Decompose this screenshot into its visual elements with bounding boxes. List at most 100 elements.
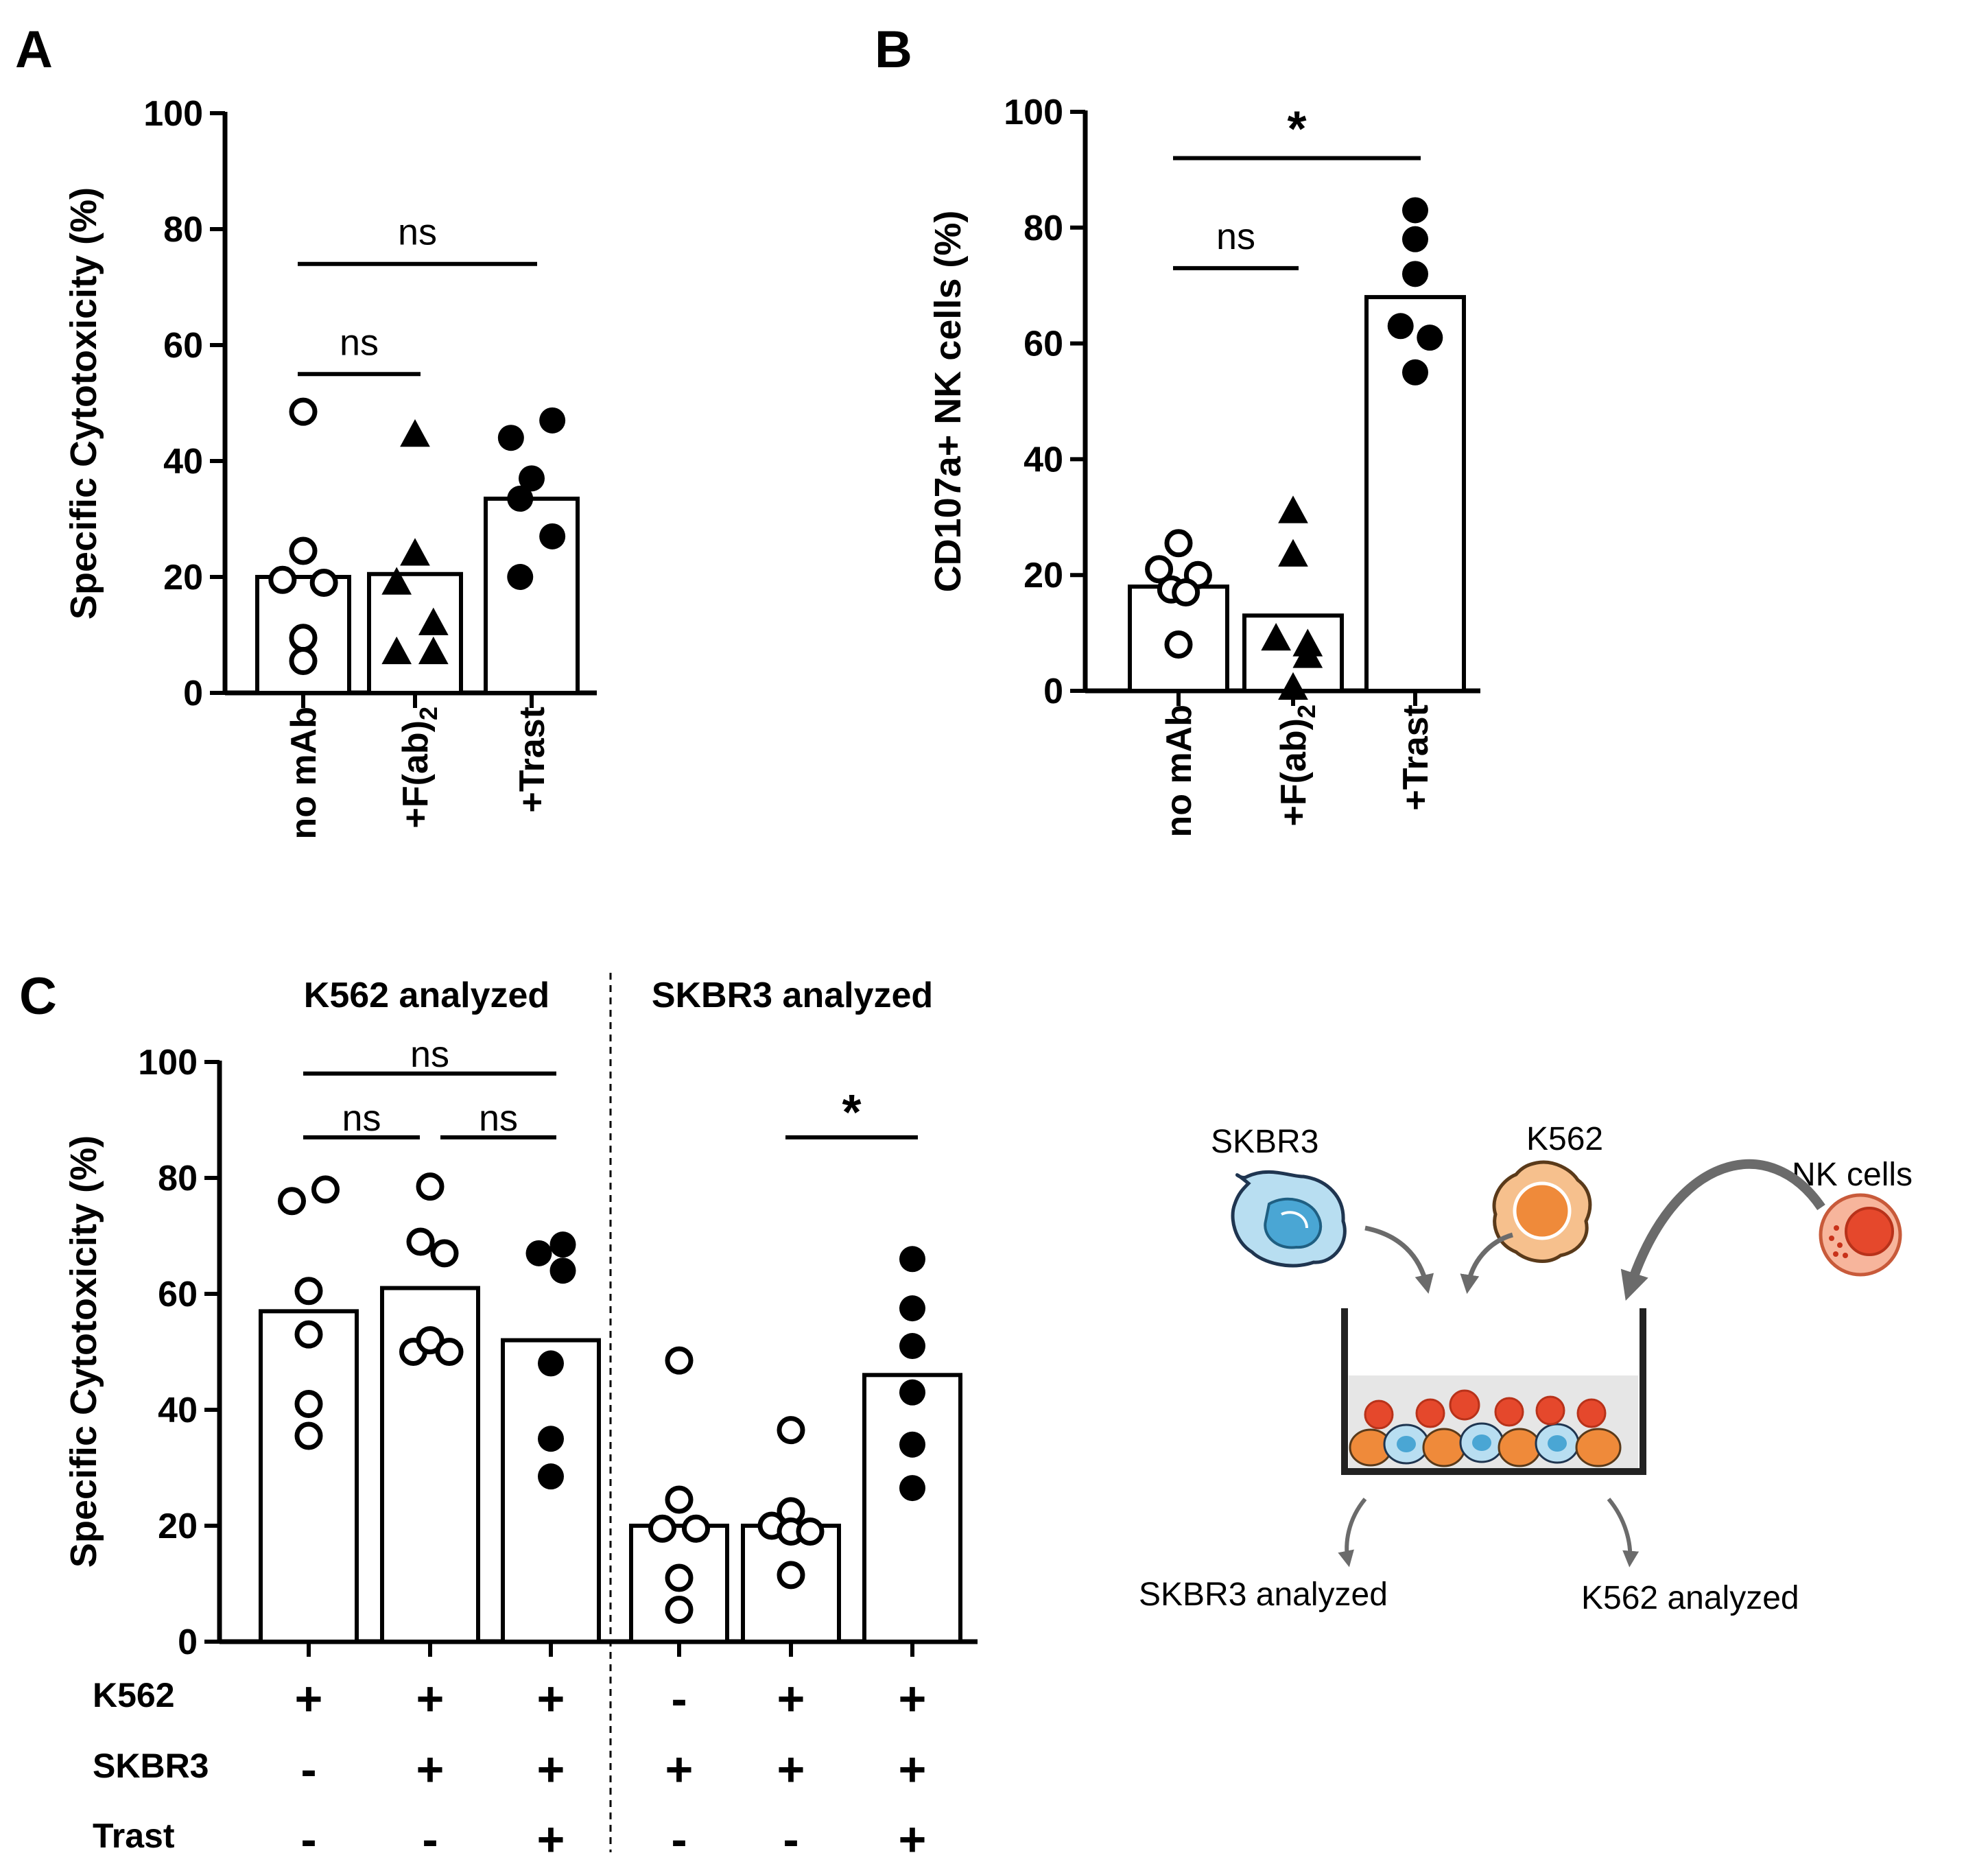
data-point xyxy=(525,1240,552,1266)
data-point xyxy=(289,624,318,652)
condition-symbol: + xyxy=(777,1672,805,1725)
panel-label-a: A xyxy=(15,21,53,79)
data-point xyxy=(1417,324,1443,351)
bar xyxy=(259,1309,359,1644)
data-point xyxy=(1402,261,1428,287)
data-point xyxy=(682,1514,710,1543)
chart-a: 0 20 40 60 80 100 Specific Cytotoxicity (%) ns n… xyxy=(63,94,597,840)
data-point xyxy=(549,1231,576,1258)
data-point xyxy=(538,1463,564,1490)
y-tick-label-B: 40 xyxy=(1023,440,1063,480)
data-point xyxy=(309,568,338,597)
data-point xyxy=(406,1227,435,1256)
data-point xyxy=(507,564,534,590)
y-tick-label-A: 60 xyxy=(163,326,203,366)
x-category-label: +F(ab)2 xyxy=(396,707,442,828)
panel-label-b: B xyxy=(875,21,912,79)
condition-symbol: + xyxy=(899,1672,927,1725)
k562-cell-icon xyxy=(1492,1160,1592,1263)
condition-symbol: - xyxy=(422,1812,438,1866)
condition-symbol: + xyxy=(416,1672,445,1725)
significance-label: ns xyxy=(398,212,437,253)
data-point xyxy=(1278,539,1308,567)
data-point xyxy=(899,1431,925,1458)
group-title-skbr3: SKBR3 analyzed xyxy=(652,976,933,1015)
x-category-label: +Trast xyxy=(512,707,552,813)
significance-label: * xyxy=(842,1085,861,1140)
data-point xyxy=(538,1350,564,1377)
chart-b: 0 20 40 60 80 100 CD107a+ NK cells (%) ns * no mA… xyxy=(927,93,1480,838)
condition-symbol: + xyxy=(295,1672,323,1725)
y-tick-label-B: 80 xyxy=(1023,209,1063,248)
out-k562-label: K562 analyzed xyxy=(1581,1580,1799,1616)
y-tick-label-C: 20 xyxy=(158,1507,198,1546)
data-point xyxy=(294,1421,323,1450)
significance-label: ns xyxy=(342,1098,381,1139)
condition-symbol: + xyxy=(537,1672,565,1725)
data-point xyxy=(400,538,430,566)
x-category-label: no mAb xyxy=(1159,705,1199,838)
y-tick-label-B: 20 xyxy=(1023,556,1063,595)
data-point xyxy=(278,1187,306,1216)
y-axis-title-A: Specific Cytotoxicity (%) xyxy=(63,187,104,619)
bar xyxy=(501,1338,601,1644)
arrow-k562-to-well xyxy=(1460,1232,1514,1295)
data-point xyxy=(497,425,524,451)
data-point xyxy=(899,1333,925,1360)
condition-symbol: - xyxy=(783,1812,798,1866)
x-category-label: no mAb xyxy=(284,707,324,840)
condition-symbol: - xyxy=(300,1743,316,1796)
significance-label: ns xyxy=(479,1098,518,1139)
y-tick-label-C: 60 xyxy=(158,1275,198,1314)
condition-symbol: + xyxy=(899,1812,927,1866)
data-point xyxy=(665,1346,694,1375)
bar xyxy=(484,496,580,695)
bar xyxy=(1364,295,1466,693)
y-tick-label-A: 80 xyxy=(163,210,203,250)
data-point xyxy=(294,1277,323,1306)
data-point xyxy=(1387,313,1414,340)
data-point xyxy=(1278,495,1308,523)
arrow-out-skbr3 xyxy=(1338,1498,1367,1568)
data-point xyxy=(1164,529,1193,558)
data-point xyxy=(400,418,430,447)
data-point xyxy=(418,607,449,635)
data-point xyxy=(899,1475,925,1502)
condition-row-label: K562 xyxy=(93,1676,175,1714)
data-point xyxy=(418,636,449,665)
condition-symbol: - xyxy=(671,1812,687,1866)
data-point xyxy=(1292,640,1323,668)
arrow-skbr3-to-well xyxy=(1364,1225,1434,1294)
condition-symbol: + xyxy=(416,1743,445,1796)
coculture-diagram: SKBR3 K562 NK cells xyxy=(1139,1121,1913,1616)
skbr3-cell-icon xyxy=(1231,1170,1347,1268)
y-axis-title-B: CD107a+ NK cells (%) xyxy=(927,211,969,593)
condition-row-label: Trast xyxy=(93,1817,175,1855)
skbr3-label: SKBR3 xyxy=(1211,1124,1318,1160)
x-category-label: +F(ab)2 xyxy=(1274,705,1321,826)
significance-label: * xyxy=(1287,102,1306,157)
arrow-out-k562 xyxy=(1607,1498,1640,1568)
data-point xyxy=(289,397,318,426)
out-skbr3-label: SKBR3 analyzed xyxy=(1139,1576,1388,1613)
data-point xyxy=(1402,197,1428,224)
data-point xyxy=(777,1561,805,1590)
y-tick-label-A: 100 xyxy=(143,94,203,134)
data-point xyxy=(268,565,297,594)
data-point xyxy=(381,567,412,595)
data-point xyxy=(1145,555,1174,584)
y-axis-title-C: Specific Cytotoxicity (%) xyxy=(63,1135,104,1568)
data-point xyxy=(1164,630,1193,659)
data-point xyxy=(416,1172,445,1201)
y-tick-label-C: 80 xyxy=(158,1159,198,1198)
data-point xyxy=(777,1416,805,1445)
data-point xyxy=(294,1390,323,1419)
data-point xyxy=(1402,359,1428,386)
significance-label: ns xyxy=(340,322,379,363)
data-point xyxy=(549,1257,576,1284)
condition-symbol: - xyxy=(300,1812,316,1866)
data-point xyxy=(665,1596,694,1625)
y-tick-label-B: 0 xyxy=(1043,672,1063,711)
data-point xyxy=(381,636,412,665)
